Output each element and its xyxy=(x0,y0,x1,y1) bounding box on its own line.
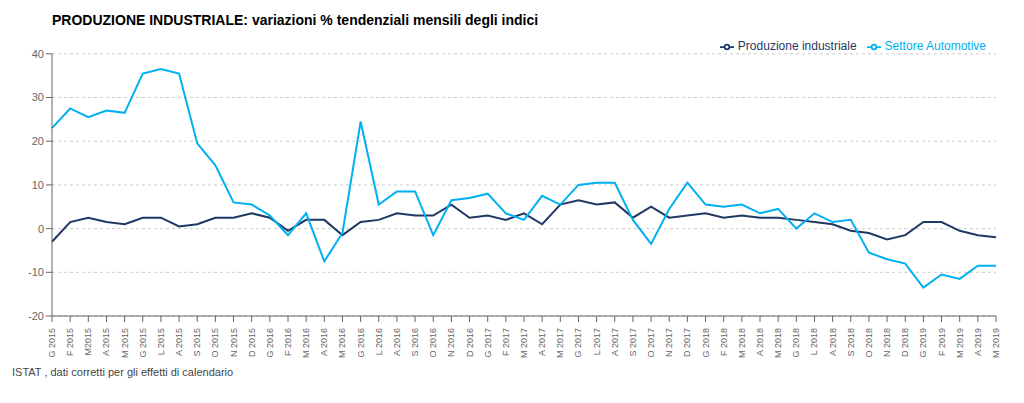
svg-text:M 2018: M 2018 xyxy=(773,328,783,358)
svg-text:S 2018: S 2018 xyxy=(846,328,856,357)
html-text:ISTAT , dati corretti per gli: ISTAT , dati corretti per gli effetti di… xyxy=(12,366,234,378)
svg-text:M 2016: M 2016 xyxy=(301,328,311,358)
svg-text:D 2017: D 2017 xyxy=(682,328,692,357)
svg-text:A 2018: A 2018 xyxy=(755,328,765,356)
svg-text:A 2016: A 2016 xyxy=(319,328,329,356)
svg-text:M 2019: M 2019 xyxy=(955,328,965,358)
svg-text:F 2018: F 2018 xyxy=(719,328,729,356)
svg-text:F 2015: F 2015 xyxy=(65,328,75,356)
svg-text:A 2015: A 2015 xyxy=(101,328,111,356)
svg-text:D 2016: D 2016 xyxy=(465,328,475,357)
svg-text:A 2015: A 2015 xyxy=(174,328,184,356)
svg-text:D 2015: D 2015 xyxy=(247,328,257,357)
svg-text:F 2019: F 2019 xyxy=(937,328,947,356)
svg-text:-20: -20 xyxy=(28,310,44,322)
svg-text:G 2019: G 2019 xyxy=(918,328,928,358)
svg-text:10: 10 xyxy=(32,179,44,191)
svg-text:M2015: M2015 xyxy=(83,328,93,356)
svg-text:D 2018: D 2018 xyxy=(900,328,910,357)
svg-text:S 2015: S 2015 xyxy=(192,328,202,357)
svg-text:G 2018: G 2018 xyxy=(701,328,711,358)
svg-text:O 2016: O 2016 xyxy=(428,328,438,358)
html-text:Produzione industriale: Produzione industriale xyxy=(737,39,857,53)
svg-text:O 2017: O 2017 xyxy=(646,328,656,358)
svg-text:N 2015: N 2015 xyxy=(229,328,239,357)
html-text:Settore Automotive: Settore Automotive xyxy=(884,39,986,53)
svg-text:L 2017: L 2017 xyxy=(592,328,602,355)
svg-text:A 2017: A 2017 xyxy=(537,328,547,356)
svg-text:G 2017: G 2017 xyxy=(573,328,583,358)
svg-text:L 2016: L 2016 xyxy=(374,328,384,355)
svg-text:N 2018: N 2018 xyxy=(882,328,892,357)
svg-text:M 2016: M 2016 xyxy=(337,328,347,358)
svg-text:G 2017: G 2017 xyxy=(483,328,493,358)
svg-text:F 2016: F 2016 xyxy=(283,328,293,356)
svg-text:-10: -10 xyxy=(28,266,44,278)
svg-text:L 2015: L 2015 xyxy=(156,328,166,355)
svg-text:40: 40 xyxy=(32,48,44,60)
svg-text:G 2015: G 2015 xyxy=(138,328,148,358)
svg-text:30: 30 xyxy=(32,91,44,103)
svg-text:O 2015: O 2015 xyxy=(210,328,220,358)
svg-text:G 2016: G 2016 xyxy=(265,328,275,358)
svg-text:N 2017: N 2017 xyxy=(664,328,674,357)
svg-text:O 2018: O 2018 xyxy=(864,328,874,358)
svg-text:20: 20 xyxy=(32,135,44,147)
html-text:PRODUZIONE INDUSTRIALE: variaz: PRODUZIONE INDUSTRIALE: variazioni % ten… xyxy=(52,12,539,28)
svg-text:M 2017: M 2017 xyxy=(519,328,529,358)
svg-text:L 2018: L 2018 xyxy=(809,328,819,355)
svg-text:S 2017: S 2017 xyxy=(628,328,638,357)
svg-text:A 2016: A 2016 xyxy=(392,328,402,356)
svg-text:M 2019: M 2019 xyxy=(991,328,1001,358)
svg-text:0: 0 xyxy=(38,223,44,235)
svg-text:G 2018: G 2018 xyxy=(791,328,801,358)
svg-text:A 2019: A 2019 xyxy=(973,328,983,356)
svg-text:A 2018: A 2018 xyxy=(828,328,838,356)
svg-text:S 2016: S 2016 xyxy=(410,328,420,357)
svg-text:M 2015: M 2015 xyxy=(120,328,130,358)
svg-text:F 2017: F 2017 xyxy=(501,328,511,356)
svg-text:G 2015: G 2015 xyxy=(47,328,57,358)
svg-text:M 2018: M 2018 xyxy=(737,328,747,358)
svg-text:A 2017: A 2017 xyxy=(610,328,620,356)
svg-text:G 2016: G 2016 xyxy=(356,328,366,358)
svg-text:N 2016: N 2016 xyxy=(446,328,456,357)
svg-text:M 2017: M 2017 xyxy=(555,328,565,358)
